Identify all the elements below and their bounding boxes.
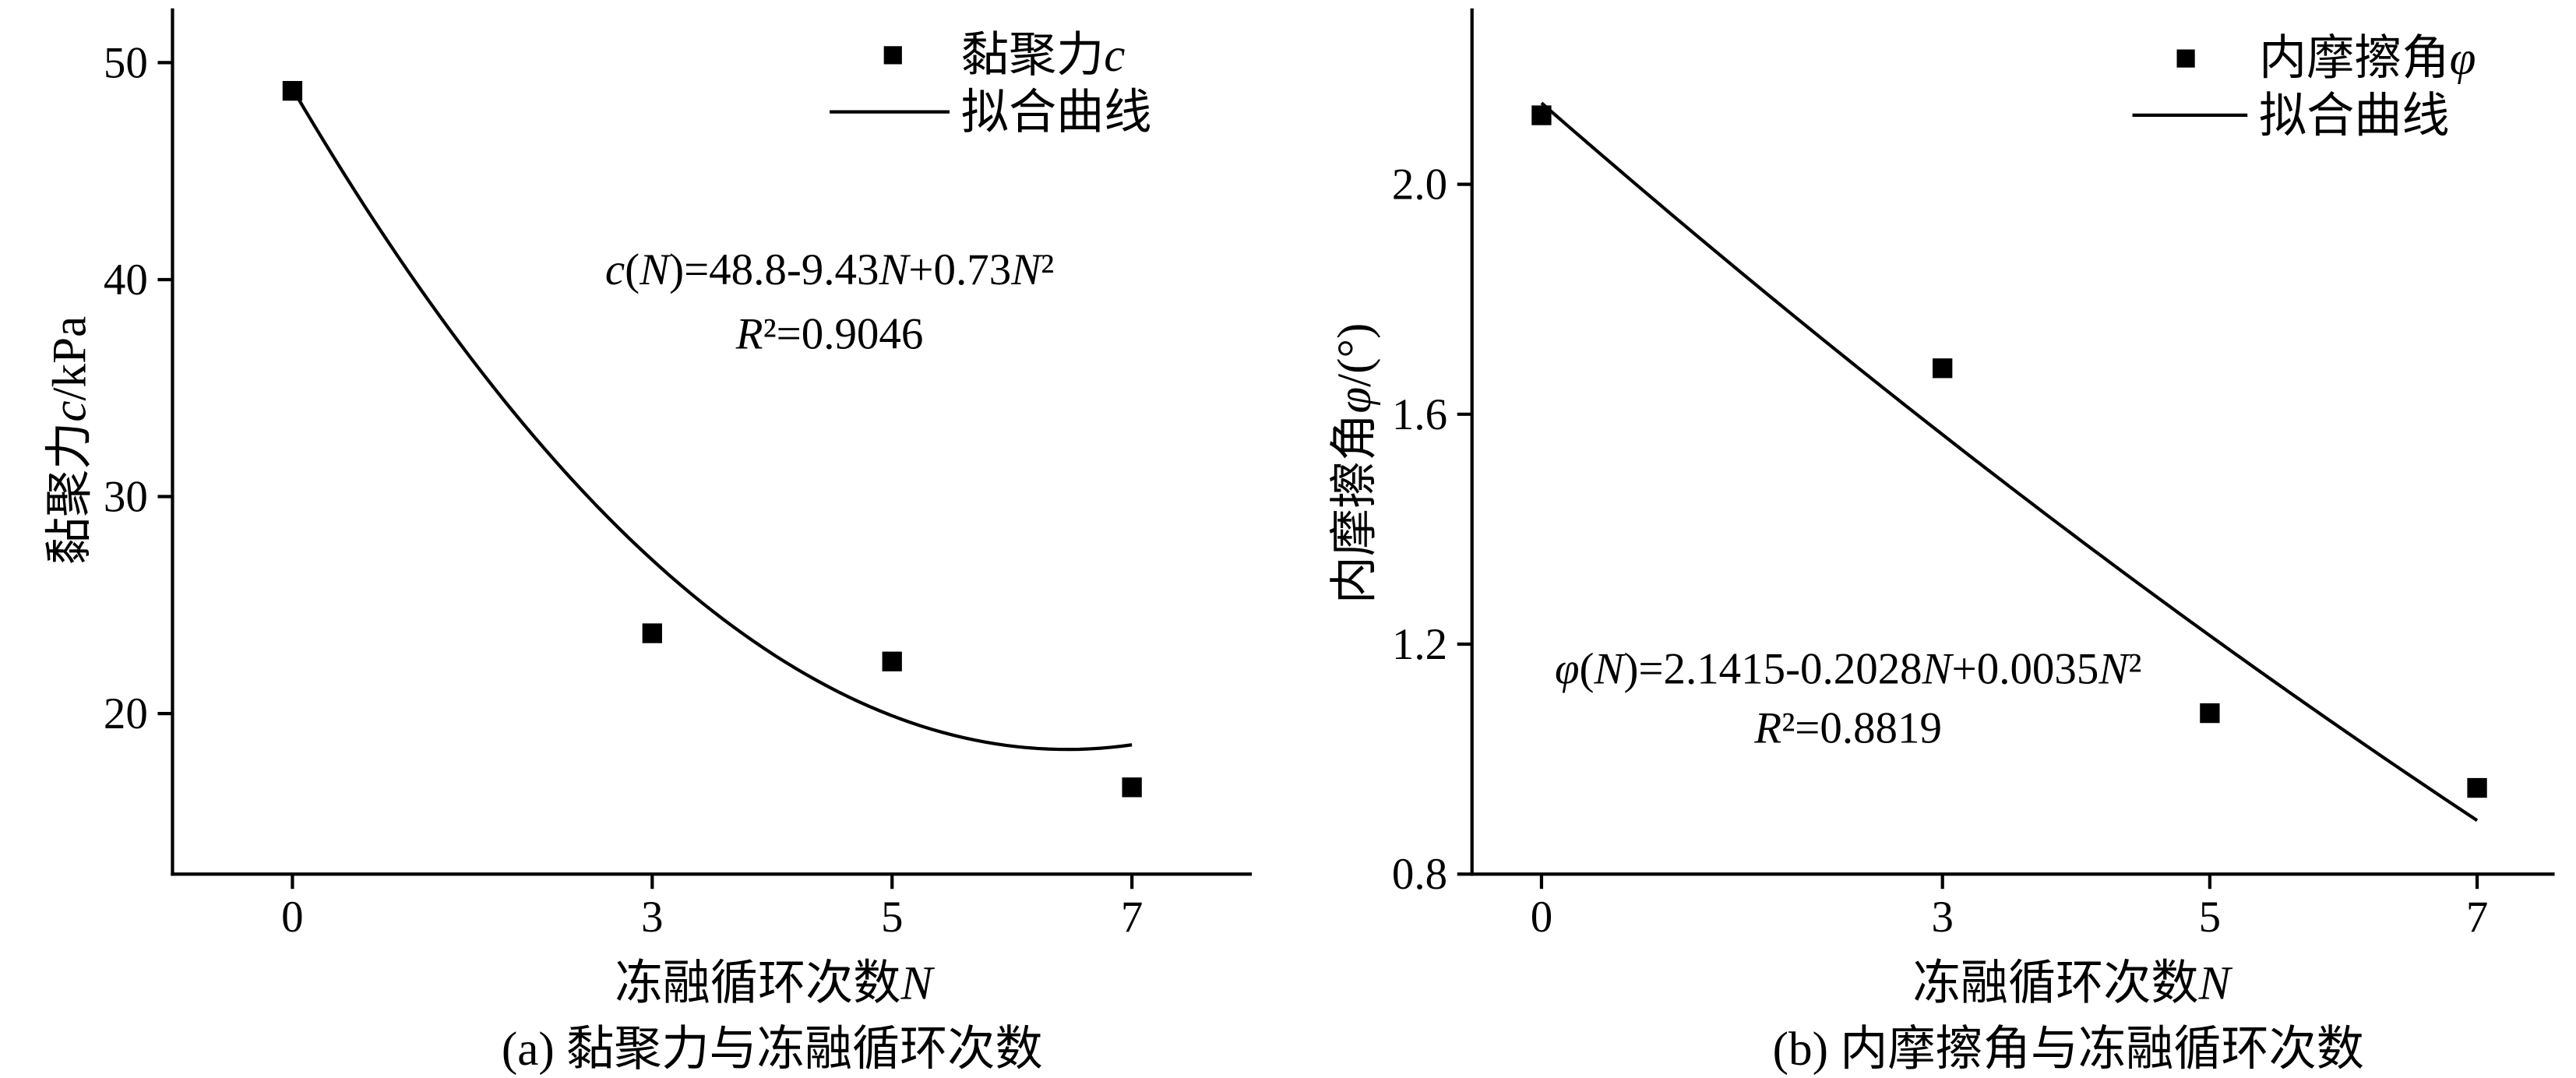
x-axis-label: 冻融循环次数N: [615, 957, 935, 1010]
data-point: [2467, 777, 2487, 798]
legend-label-fit: 拟合曲线: [2259, 90, 2450, 143]
y-tick-label: 20: [104, 689, 148, 738]
legend: 内摩擦角φ 拟合曲线: [2132, 32, 2476, 143]
data-points: [282, 80, 1142, 798]
panel-caption: (a) 黏聚力与冻融循环次数: [502, 1023, 1043, 1076]
legend-label-points: 黏聚力c: [961, 29, 1126, 82]
legend-marker-square: [883, 46, 902, 65]
y-tick-label: 1.6: [1392, 390, 1447, 439]
x-tick-label: 0: [1531, 893, 1552, 942]
legend-label-fit: 拟合曲线: [961, 86, 1152, 139]
y-tick-label: 30: [104, 473, 148, 522]
y-axis-label: 内摩擦角φ/(°): [1328, 323, 1381, 604]
data-point: [1933, 358, 1953, 379]
legend-marker-square: [2176, 49, 2195, 68]
panel-cohesion: 0 3 5 7 20 30 40 50 黏聚力c 拟合曲线 c(N)=48.8-9.43N+0…: [44, 8, 1253, 1076]
data-point: [2200, 703, 2220, 724]
axis-ticks: 0 3 5 7 20 30 40 50: [104, 38, 1143, 942]
panel-caption: (b) 内摩擦角与冻融循环次数: [1773, 1023, 2364, 1076]
r-squared: R²=0.9046: [735, 309, 924, 358]
r-squared: R²=0.8819: [1753, 704, 1942, 753]
x-tick-label: 7: [1121, 893, 1143, 942]
x-axis-label: 冻融循环次数N: [1913, 957, 2233, 1010]
x-tick-label: 0: [281, 893, 303, 942]
fit-equation: φ(N)=2.1415-0.2028N+0.0035N²: [1555, 645, 2141, 694]
y-tick-label: 0.8: [1392, 850, 1447, 899]
x-tick-label: 3: [641, 893, 663, 942]
legend: 黏聚力c 拟合曲线: [830, 29, 1151, 139]
x-tick-label: 3: [1931, 893, 1953, 942]
fit-curve: [1540, 101, 2479, 823]
legend-label-points: 内摩擦角φ: [2259, 32, 2476, 85]
data-point: [282, 80, 303, 101]
y-tick-label: 1.2: [1392, 620, 1447, 669]
x-tick-label: 5: [2199, 893, 2221, 942]
y-tick-label: 40: [104, 255, 148, 305]
y-tick-label: 2.0: [1392, 160, 1447, 210]
x-tick-label: 7: [2466, 893, 2488, 942]
fit-equation: c(N)=48.8-9.43N+0.73N²: [605, 245, 1054, 294]
fit-curve: [291, 87, 1133, 752]
y-axis-label: 黏聚力c/kPa: [44, 316, 97, 565]
y-tick-label: 50: [104, 38, 148, 87]
x-tick-label: 5: [881, 893, 903, 942]
data-point: [642, 623, 662, 643]
data-point: [1531, 105, 1552, 125]
data-point: [1122, 777, 1142, 798]
data-points: [1531, 105, 2487, 798]
data-point: [882, 651, 902, 671]
axis-ticks: 0 3 5 7 0.8 1.2 1.6 2.0: [1392, 160, 2488, 942]
panel-friction-angle: 0 3 5 7 0.8 1.2 1.6 2.0 内摩擦角φ 拟合曲线 φ(N)=2.1415-…: [1328, 8, 2555, 1076]
